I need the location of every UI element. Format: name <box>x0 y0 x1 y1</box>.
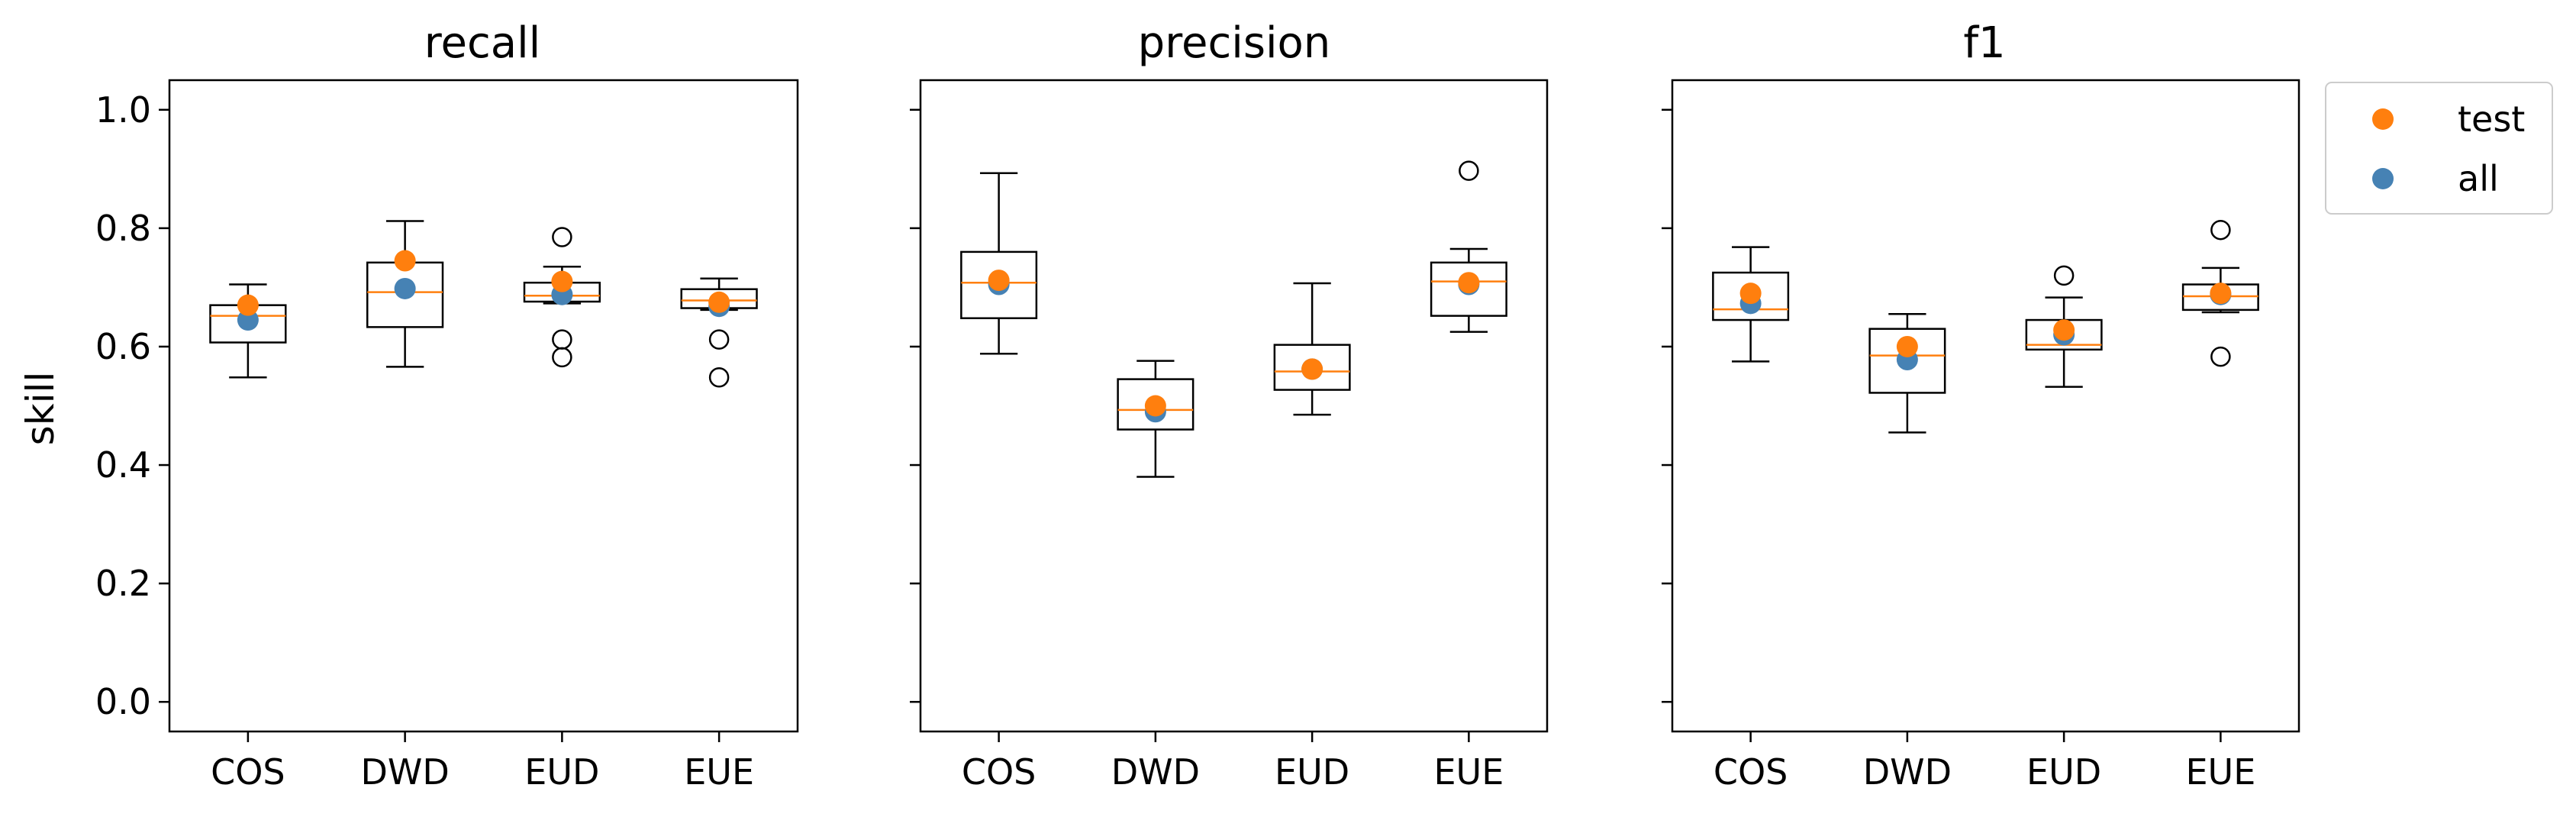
legend-marker-test <box>2372 108 2394 130</box>
test-point <box>1739 283 1762 305</box>
box-cos <box>960 172 1038 355</box>
panel-recall: recall 0.0 0.2 0.4 0.6 0.8 1.0 COS DWD EUD EUE <box>95 18 799 793</box>
x-tick-label: COS <box>962 751 1037 793</box>
test-point <box>394 250 416 272</box>
box-eud <box>523 227 601 368</box>
test-point <box>237 294 259 316</box>
box-eud <box>2025 265 2103 388</box>
box-dwd <box>366 220 444 368</box>
outlier-point <box>552 347 572 368</box>
x-tick-label: EUE <box>2185 751 2255 793</box>
outlier-point <box>1459 160 1479 181</box>
panel-title: recall <box>424 18 540 68</box>
x-tick-label: EUD <box>1275 751 1349 793</box>
outlier-point <box>2210 346 2231 367</box>
y-tick-label: 0.6 <box>95 326 151 367</box>
panel-f1: f1 COS DWD EUD EUE <box>1662 18 2300 793</box>
outlier-point <box>2053 265 2075 286</box>
box-iqr <box>1712 271 1790 321</box>
y-axis-label: skill <box>18 372 63 446</box>
y-tick-label: 0.0 <box>95 681 151 722</box>
legend-marker-all <box>2372 168 2394 189</box>
plot-frame <box>1671 79 2300 733</box>
all-point <box>394 277 416 299</box>
box-iqr <box>960 250 1038 319</box>
test-point <box>2210 283 2232 305</box>
box-cos <box>209 283 287 379</box>
box-eue <box>1430 160 1507 333</box>
x-tick-label: EUE <box>684 751 754 793</box>
x-tick-label: DWD <box>1111 751 1200 793</box>
x-tick-label: COS <box>1714 751 1788 793</box>
test-point <box>1301 358 1323 380</box>
outlier-point <box>552 227 572 247</box>
box-dwd <box>1117 360 1195 478</box>
box-iqr <box>1430 261 1507 317</box>
all-point <box>237 309 259 331</box>
test-point <box>1896 335 1918 357</box>
panel-title: precision <box>1138 18 1331 68</box>
x-tick-label: EUD <box>524 751 599 793</box>
panel-precision: precision COS DWD EUD EUE <box>910 18 1549 793</box>
y-tick-label: 1.0 <box>95 89 151 131</box>
legend-label-test: test <box>2458 98 2525 140</box>
box-eue <box>680 277 758 388</box>
x-tick-label: DWD <box>360 751 449 793</box>
outlier-point <box>2210 219 2231 241</box>
box-eue <box>2181 219 2259 367</box>
y-tick-label: 0.2 <box>95 563 151 604</box>
test-point <box>2053 319 2075 341</box>
y-tick-label: 0.8 <box>95 208 151 249</box>
plot-frame <box>168 79 799 733</box>
legend: test all <box>2325 82 2553 215</box>
test-point <box>1458 272 1480 294</box>
outlier-point <box>552 329 572 350</box>
box-dwd <box>1868 313 1946 434</box>
box-iqr <box>1868 328 1946 394</box>
box-iqr <box>1117 378 1195 431</box>
x-tick-label: EUD <box>2026 751 2101 793</box>
test-point <box>708 291 730 313</box>
x-tick-label: EUE <box>1433 751 1504 793</box>
plot-frame <box>919 79 1549 733</box>
x-tick-label: COS <box>211 751 285 793</box>
y-tick-label: 0.4 <box>95 444 151 486</box>
panel-title: f1 <box>1963 18 2005 68</box>
box-eud <box>1273 282 1351 416</box>
x-tick-label: DWD <box>1863 751 1952 793</box>
test-point <box>988 270 1010 292</box>
outlier-point <box>708 367 730 388</box>
test-point <box>551 270 573 292</box>
box-iqr <box>1273 344 1351 391</box>
box-cos <box>1712 246 1790 363</box>
test-point <box>1144 395 1166 417</box>
outlier-point <box>708 329 730 350</box>
legend-label-all: all <box>2458 158 2499 199</box>
